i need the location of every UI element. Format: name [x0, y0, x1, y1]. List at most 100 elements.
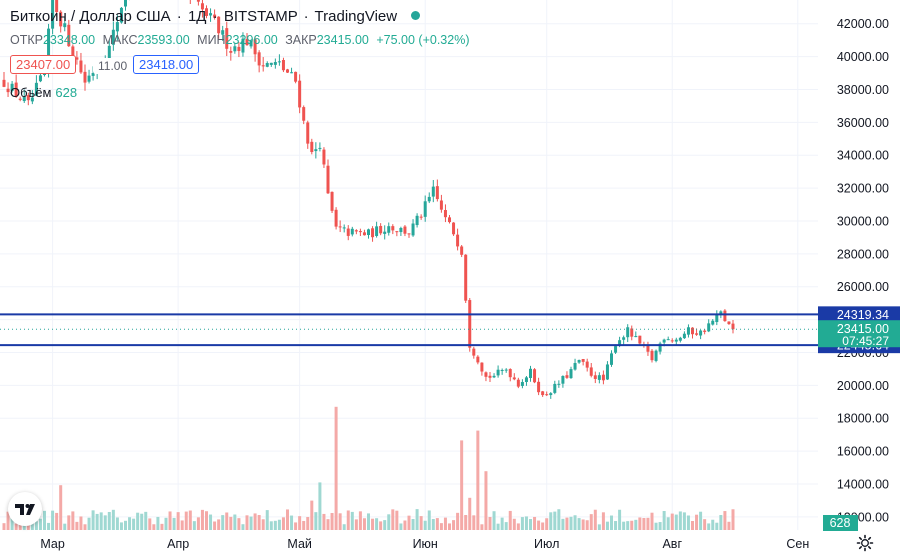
volume-bar: [516, 523, 520, 530]
candle-body: [290, 72, 294, 74]
candle-body: [585, 361, 589, 368]
candle-body: [565, 375, 569, 378]
candle-body: [18, 98, 22, 100]
market-status-icon[interactable]: [411, 11, 421, 20]
volume-bar: [553, 511, 557, 530]
volume-bar: [565, 517, 569, 530]
low-value: 23296.00: [225, 33, 278, 47]
candle-body: [448, 217, 451, 223]
volume-bar: [460, 440, 464, 530]
candle-body: [261, 65, 265, 67]
volume-bar: [431, 518, 435, 530]
volume-bar: [87, 517, 91, 530]
candle-body: [314, 149, 318, 152]
candle-body: [26, 95, 30, 101]
tradingview-logo-icon[interactable]: [8, 492, 42, 526]
volume-bar: [213, 521, 217, 530]
price-line-label-bg: [818, 306, 900, 323]
candle-body: [674, 339, 678, 342]
candle-body: [221, 30, 225, 35]
candle-body: [379, 225, 383, 234]
candle-body: [79, 60, 83, 73]
exchange-label: BITSTAMP: [223, 8, 298, 25]
volume-bar: [541, 522, 545, 530]
candle-body: [630, 328, 634, 337]
volume-bar: [488, 516, 492, 530]
volume-bar: [670, 513, 674, 530]
legend-separator: ·: [176, 8, 182, 25]
candle-body: [435, 186, 439, 200]
candle-body: [322, 149, 326, 165]
volume-bar: [630, 520, 634, 530]
volume-bar: [91, 510, 95, 530]
candle-body: [731, 323, 735, 330]
low-label: МИН: [197, 33, 226, 47]
candle-body: [524, 377, 528, 383]
volume-bar: [415, 509, 419, 530]
volume-bar: [346, 510, 350, 530]
volume-bar: [128, 517, 132, 530]
volume-bar: [468, 497, 472, 530]
candle-body: [719, 311, 723, 314]
volume-bar: [257, 515, 261, 530]
volume-bar: [229, 516, 233, 530]
candle-body: [610, 353, 613, 365]
volume-bar: [294, 522, 298, 530]
legend-separator: ·: [212, 8, 218, 25]
candle-body: [217, 16, 221, 34]
price-tick-label: 20000.00: [837, 379, 889, 393]
volume-badge: 628: [830, 516, 851, 530]
volume-bar: [508, 510, 512, 530]
volume-bar: [686, 515, 690, 530]
candle-body: [298, 80, 302, 108]
volume-bar: [472, 515, 476, 530]
volume-bar: [399, 523, 403, 530]
candle-body: [443, 210, 447, 218]
time-tick-label: Апр: [167, 537, 189, 551]
candle-body: [666, 339, 670, 341]
volume-bar: [330, 513, 334, 530]
candle-body: [358, 231, 362, 233]
sell-button[interactable]: 23407.00: [10, 55, 77, 74]
candle-body: [707, 323, 711, 332]
volume-bar: [387, 514, 391, 530]
candle-body: [273, 62, 277, 65]
candle-body: [476, 356, 480, 363]
volume-bar: [504, 522, 508, 530]
gear-icon[interactable]: [856, 534, 874, 552]
candle-body: [225, 28, 229, 49]
price-tick-label: 30000.00: [837, 214, 889, 228]
volume-bar: [2, 523, 6, 530]
volume-bars: [2, 406, 735, 530]
volume-bar: [622, 521, 626, 530]
time-tick-label: Сен: [786, 537, 809, 551]
candle-body: [662, 339, 666, 343]
buy-button[interactable]: 23418.00: [133, 55, 200, 74]
volume-bar: [646, 517, 650, 530]
candle-body: [286, 69, 289, 73]
chart-grid: [0, 0, 818, 530]
candle-body: [395, 231, 399, 233]
volume-bar: [699, 511, 703, 530]
candle-body: [691, 327, 694, 335]
volume-bar: [237, 518, 241, 530]
candle-body: [277, 61, 281, 63]
volume-bar: [691, 521, 694, 530]
volume-bar: [144, 511, 148, 530]
volume-bar: [545, 518, 549, 530]
volume-bar: [435, 518, 439, 530]
candle-body: [330, 191, 334, 211]
candlesticks: [2, 0, 735, 399]
price-tick-label: 18000.00: [837, 412, 889, 426]
volume-bar: [79, 516, 83, 530]
volume-bar: [119, 522, 123, 530]
price-line-label: 24319.34: [837, 308, 889, 322]
volume-bar: [561, 518, 565, 530]
volume-bar: [115, 517, 119, 530]
candle-body: [342, 227, 346, 229]
interval-label[interactable]: 1Д: [187, 8, 207, 25]
volume-bar: [286, 509, 289, 530]
volume-bar: [650, 512, 654, 530]
volume-bar: [642, 518, 646, 530]
